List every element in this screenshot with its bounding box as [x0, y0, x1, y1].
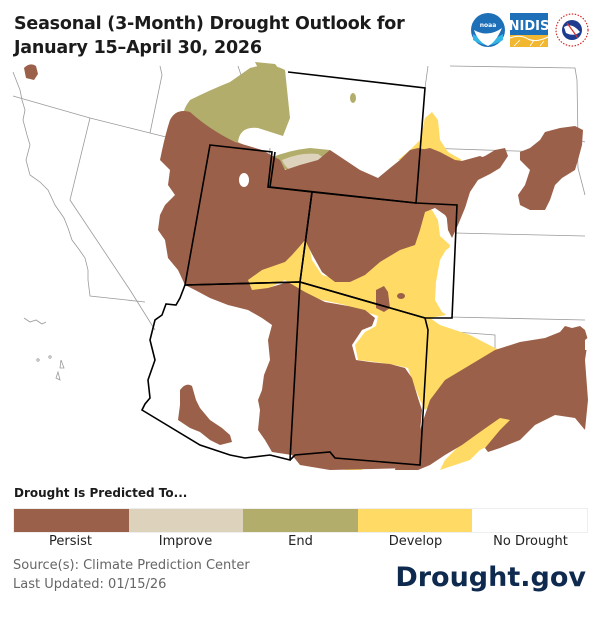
source-text: Source(s): Climate Prediction Center: [13, 558, 250, 573]
legend-swatch-improve: [128, 509, 244, 532]
noaa-logo-icon: noaa: [471, 13, 505, 47]
legend-swatch-develop: [357, 509, 473, 532]
highlighted-state-outlines: [140, 71, 458, 466]
drought-gov-brand: Drought.gov: [395, 562, 586, 593]
persist-drought-areas: [24, 64, 588, 470]
legend-swatch-end: [243, 509, 358, 532]
improve-drought-areas: [282, 153, 324, 172]
legend-title: Drought Is Predicted To...: [14, 486, 188, 500]
legend-label-no-drought: No Drought: [493, 534, 568, 549]
source-info: Source(s): Climate Prediction Center Las…: [13, 556, 250, 594]
last-updated-text: Last Updated: 01/15/26: [13, 577, 167, 592]
partner-logos: noaa NIDIS: [470, 10, 595, 50]
page-title: Seasonal (3-Month) Drought Outlook for J…: [14, 14, 405, 58]
nws-logo-icon: [555, 13, 589, 47]
no-drought-holes: [239, 173, 590, 470]
legend-swatch-no-drought: [472, 509, 587, 532]
svg-text:NIDIS: NIDIS: [509, 19, 550, 34]
legend-label-persist: Persist: [49, 534, 92, 549]
legend-label-improve: Improve: [158, 534, 213, 549]
legend-color-bar: [13, 508, 588, 533]
nidis-logo-icon: NIDIS: [509, 13, 550, 47]
drought-outlook-map: [0, 62, 600, 477]
legend-labels: Persist Improve End Develop No Drought: [13, 534, 588, 549]
legend-label-end: End: [288, 534, 313, 549]
legend-label-develop: Develop: [388, 534, 443, 549]
svg-text:noaa: noaa: [480, 22, 497, 29]
legend-swatch-persist: [14, 509, 129, 532]
